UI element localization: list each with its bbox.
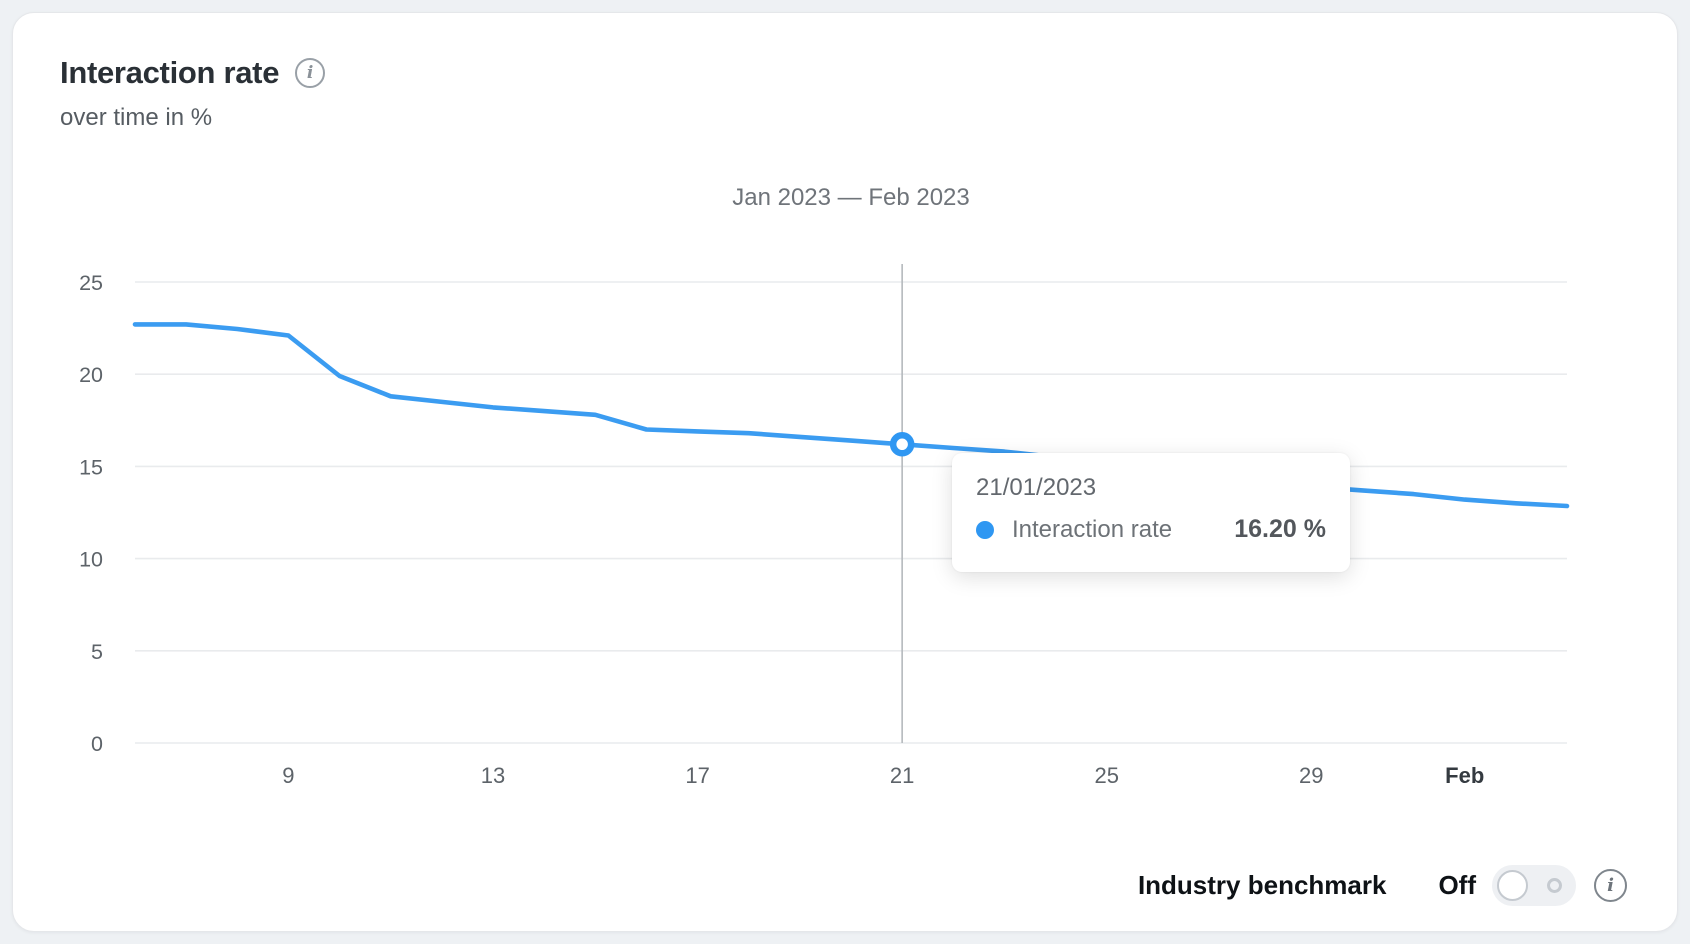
benchmark-info-icon[interactable]: i — [1594, 868, 1627, 902]
y-tick-label-10: 10 — [79, 548, 103, 572]
info-icon[interactable]: i — [295, 58, 326, 88]
benchmark-controls: Industry benchmark Off i — [1138, 864, 1627, 906]
tooltip-series-label: Interaction rate — [1012, 515, 1173, 543]
y-tick-label-25: 25 — [79, 271, 103, 295]
toggle-ring-icon — [1547, 877, 1562, 893]
chart-subtitle: over time in % — [60, 104, 213, 131]
chart-tooltip: 21/01/2023 Interaction rate 16.20 % — [952, 453, 1350, 572]
x-tick-label-9: 9 — [282, 763, 294, 788]
industry-benchmark-toggle[interactable] — [1492, 864, 1576, 906]
interaction-rate-line — [132, 322, 1570, 509]
benchmark-state-label: Off — [1438, 869, 1476, 900]
interaction-rate-card: Interaction rate i over time in % Indust… — [12, 12, 1678, 932]
card-header: Interaction rate i over time in % — [60, 55, 326, 132]
tooltip-date: 21/01/2023 — [976, 474, 1097, 501]
tooltip-value: 16.20 % — [1234, 515, 1326, 543]
x-tick-label-25: 25 — [1094, 763, 1118, 788]
x-tick-label-Feb: Feb — [1445, 763, 1484, 788]
y-tick-label-5: 5 — [91, 640, 103, 664]
y-tick-label-0: 0 — [91, 732, 103, 756]
toggle-knob-icon — [1497, 869, 1528, 901]
x-tick-label-17: 17 — [685, 763, 709, 788]
industry-benchmark-label: Industry benchmark — [1137, 869, 1387, 900]
page-title: Interaction rate — [60, 55, 280, 90]
highlight-marker[interactable] — [889, 432, 915, 457]
chart-range-title: Jan 2023 — Feb 2023 — [732, 184, 970, 211]
series-dot-icon — [976, 520, 994, 539]
x-tick-label-29: 29 — [1299, 763, 1323, 788]
y-tick-label-20: 20 — [79, 363, 103, 387]
x-tick-label-13: 13 — [481, 763, 505, 788]
y-tick-label-15: 15 — [79, 455, 103, 479]
x-tick-label-21: 21 — [890, 763, 914, 788]
